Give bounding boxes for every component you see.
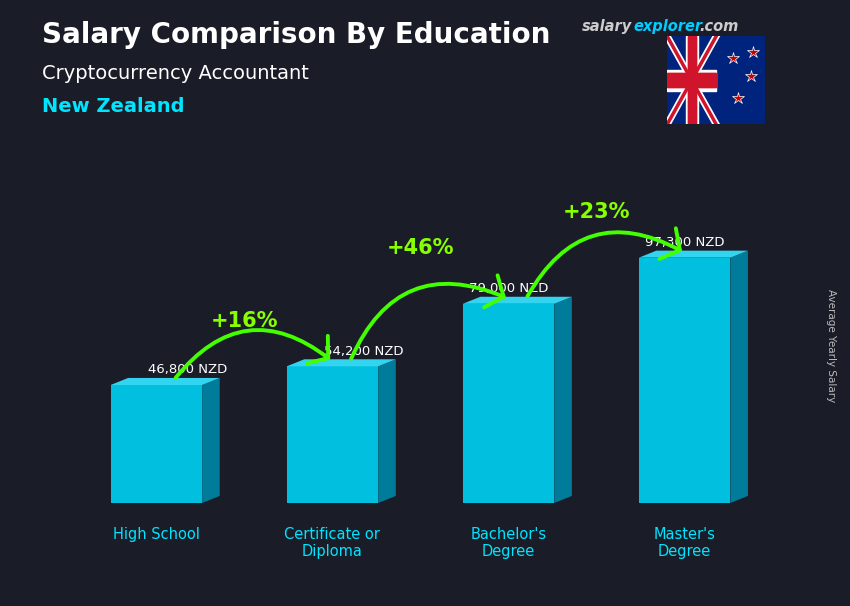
Bar xyxy=(286,367,378,503)
Text: .com: .com xyxy=(700,19,739,35)
Text: High School: High School xyxy=(113,527,200,542)
Bar xyxy=(481,391,695,485)
Polygon shape xyxy=(110,378,219,385)
Bar xyxy=(429,243,659,337)
Text: 54,200 NZD: 54,200 NZD xyxy=(324,345,403,358)
Bar xyxy=(158,121,359,161)
Text: salary: salary xyxy=(582,19,632,35)
Text: New Zealand: New Zealand xyxy=(42,97,185,116)
Polygon shape xyxy=(378,359,396,503)
Bar xyxy=(440,351,633,415)
Polygon shape xyxy=(639,251,748,258)
Text: Average Yearly Salary: Average Yearly Salary xyxy=(826,289,836,402)
Text: +23%: +23% xyxy=(563,202,630,222)
Bar xyxy=(507,461,734,527)
Bar xyxy=(339,0,394,12)
Polygon shape xyxy=(202,378,219,503)
Bar xyxy=(55,0,301,87)
Bar xyxy=(667,73,716,87)
Bar xyxy=(377,306,525,396)
Text: Master's
Degree: Master's Degree xyxy=(654,527,716,559)
Bar xyxy=(688,36,695,124)
Text: Bachelor's
Degree: Bachelor's Degree xyxy=(470,527,547,559)
Text: 46,800 NZD: 46,800 NZD xyxy=(148,363,227,376)
Bar xyxy=(555,556,639,590)
Bar xyxy=(667,70,716,91)
Text: +16%: +16% xyxy=(211,311,278,331)
Text: Certificate or
Diploma: Certificate or Diploma xyxy=(285,527,380,559)
Text: 97,300 NZD: 97,300 NZD xyxy=(645,236,724,249)
Text: +46%: +46% xyxy=(387,238,454,258)
Polygon shape xyxy=(730,251,748,503)
Bar xyxy=(306,419,503,462)
Bar xyxy=(440,501,651,576)
Bar xyxy=(686,36,698,124)
Bar xyxy=(715,0,762,28)
Bar xyxy=(567,406,655,508)
Text: explorer: explorer xyxy=(633,19,702,35)
Bar xyxy=(581,299,659,401)
Bar xyxy=(653,230,783,293)
Bar xyxy=(667,73,716,87)
Bar xyxy=(688,36,695,124)
Bar xyxy=(582,142,790,200)
Bar xyxy=(320,98,517,218)
Bar xyxy=(639,258,730,503)
Bar xyxy=(750,212,850,313)
Bar xyxy=(343,0,520,25)
Text: 79,000 NZD: 79,000 NZD xyxy=(469,282,548,295)
Bar xyxy=(675,14,850,90)
Bar xyxy=(110,385,202,503)
Text: Salary Comparison By Education: Salary Comparison By Education xyxy=(42,21,551,49)
Polygon shape xyxy=(554,297,572,503)
Polygon shape xyxy=(462,297,572,304)
Bar xyxy=(462,304,554,503)
Text: Cryptocurrency Accountant: Cryptocurrency Accountant xyxy=(42,64,309,82)
Polygon shape xyxy=(286,359,396,367)
